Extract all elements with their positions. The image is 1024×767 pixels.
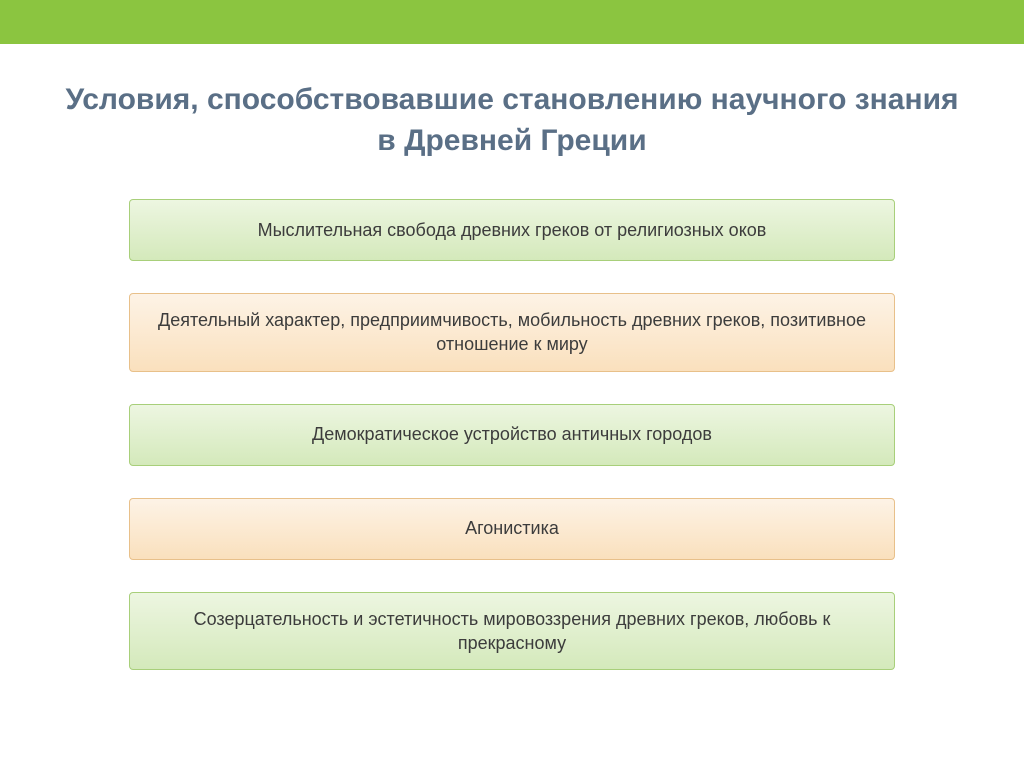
condition-box: Агонистика xyxy=(129,498,895,560)
page-title: Условия, способствовавшие становлению на… xyxy=(0,44,1024,189)
condition-text: Мыслительная свобода древних греков от р… xyxy=(258,218,767,242)
condition-box: Деятельный характер, предприимчивость, м… xyxy=(129,293,895,372)
condition-text: Деятельный характер, предприимчивость, м… xyxy=(152,308,872,357)
top-bar xyxy=(0,0,1024,44)
condition-text: Созерцательность и эстетичность мировозз… xyxy=(152,607,872,656)
condition-box: Демократическое устройство античных горо… xyxy=(129,404,895,466)
condition-text: Демократическое устройство античных горо… xyxy=(312,422,712,446)
condition-text: Агонистика xyxy=(465,516,559,540)
condition-box: Мыслительная свобода древних греков от р… xyxy=(129,199,895,261)
condition-box: Созерцательность и эстетичность мировозз… xyxy=(129,592,895,671)
boxes-container: Мыслительная свобода древних греков от р… xyxy=(0,189,1024,680)
